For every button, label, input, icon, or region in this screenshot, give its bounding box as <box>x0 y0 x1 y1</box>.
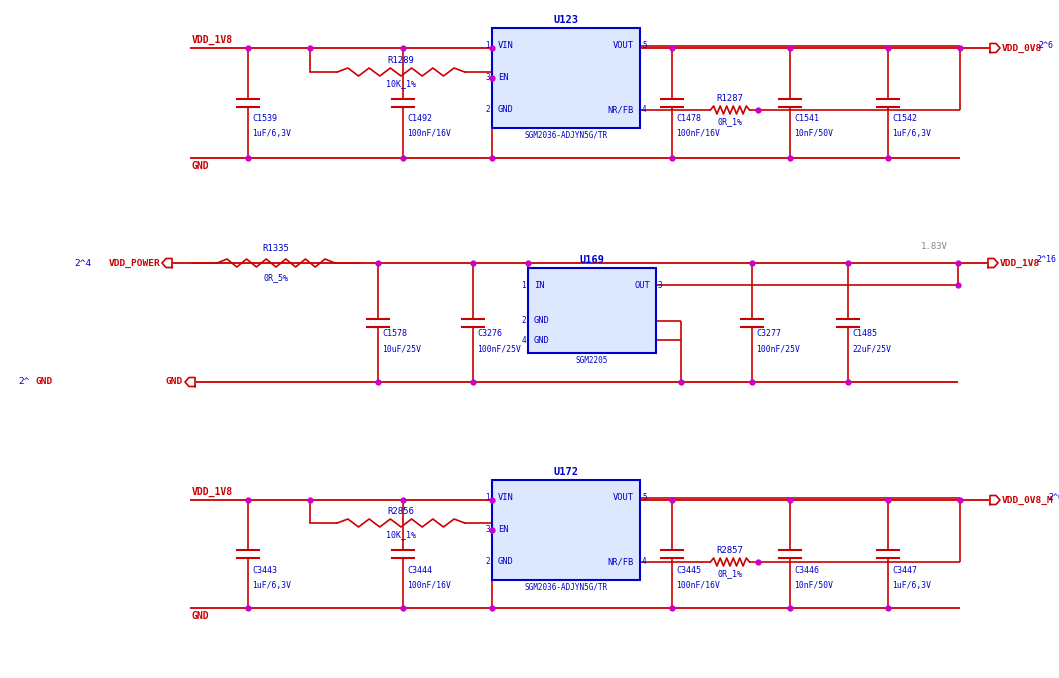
Bar <box>492 480 640 580</box>
Text: 0R_1%: 0R_1% <box>718 569 742 578</box>
Text: C1578: C1578 <box>382 329 407 338</box>
Text: GND: GND <box>534 336 550 344</box>
Text: 2: 2 <box>521 316 526 325</box>
Text: GND: GND <box>166 378 183 386</box>
Text: 0R_1%: 0R_1% <box>718 117 742 126</box>
Text: EN: EN <box>498 73 508 83</box>
Text: C1485: C1485 <box>852 329 877 338</box>
Text: C1541: C1541 <box>794 114 819 123</box>
Text: 100nF/16V: 100nF/16V <box>407 581 451 590</box>
Text: VDD_1V8: VDD_1V8 <box>1000 258 1040 268</box>
Text: C1542: C1542 <box>892 114 917 123</box>
Text: 100nF/25V: 100nF/25V <box>756 344 800 353</box>
Text: C1478: C1478 <box>676 114 701 123</box>
Text: C3445: C3445 <box>676 566 701 575</box>
Text: 3: 3 <box>658 281 663 290</box>
Text: R2856: R2856 <box>388 507 414 516</box>
Text: VOUT: VOUT <box>613 41 634 50</box>
Text: 0R_5%: 0R_5% <box>264 273 288 282</box>
Text: C3443: C3443 <box>252 566 277 575</box>
Text: SGM2036-ADJYN5G/TR: SGM2036-ADJYN5G/TR <box>524 131 608 140</box>
Text: 1.83V: 1.83V <box>921 242 948 251</box>
Text: C3447: C3447 <box>892 566 917 575</box>
Text: GND: GND <box>498 106 514 115</box>
Text: 100nF/16V: 100nF/16V <box>407 129 451 138</box>
Text: 5: 5 <box>642 41 647 50</box>
Text: GND: GND <box>498 557 514 567</box>
Text: VDD_1V8: VDD_1V8 <box>192 35 233 45</box>
Text: GND: GND <box>192 611 210 621</box>
Text: SGM2036-ADJYN5G/TR: SGM2036-ADJYN5G/TR <box>524 583 608 592</box>
Text: 10uF/25V: 10uF/25V <box>382 344 421 353</box>
Text: 1: 1 <box>485 41 490 50</box>
Text: 1uF/6,3V: 1uF/6,3V <box>252 581 291 590</box>
Text: GND: GND <box>534 316 550 325</box>
Text: 1: 1 <box>521 281 526 290</box>
Text: R1335: R1335 <box>263 244 289 253</box>
Polygon shape <box>990 496 1000 504</box>
Text: VDD_1V8: VDD_1V8 <box>192 487 233 497</box>
Text: IN: IN <box>534 281 544 290</box>
Text: 10nF/50V: 10nF/50V <box>794 581 833 590</box>
Text: C3276: C3276 <box>477 329 502 338</box>
Text: NR/FB: NR/FB <box>608 106 634 115</box>
Text: 2: 2 <box>485 106 490 115</box>
Text: 4: 4 <box>642 557 647 567</box>
Text: R1287: R1287 <box>717 94 743 103</box>
Text: U169: U169 <box>579 255 605 265</box>
Text: NR/FB: NR/FB <box>608 557 634 567</box>
Text: C3446: C3446 <box>794 566 819 575</box>
Text: 1uF/6,3V: 1uF/6,3V <box>892 129 931 138</box>
Text: EN: EN <box>498 525 508 534</box>
Text: 100nF/25V: 100nF/25V <box>477 344 521 353</box>
Text: 2^6: 2^6 <box>1039 41 1054 49</box>
Text: 1: 1 <box>485 494 490 502</box>
Text: SGM2205: SGM2205 <box>576 356 608 365</box>
Text: 2^: 2^ <box>18 378 30 386</box>
Text: U123: U123 <box>554 15 578 25</box>
Text: 100nF/16V: 100nF/16V <box>676 581 720 590</box>
Text: GND: GND <box>36 378 53 386</box>
Text: 4: 4 <box>642 106 647 115</box>
Text: U172: U172 <box>554 467 578 477</box>
Polygon shape <box>162 258 172 268</box>
Text: 2^6: 2^6 <box>1048 492 1059 502</box>
Bar <box>528 268 656 353</box>
Text: 10nF/50V: 10nF/50V <box>794 129 833 138</box>
Text: C1539: C1539 <box>252 114 277 123</box>
Text: 1uF/6,3V: 1uF/6,3V <box>252 129 291 138</box>
Text: VDD_POWER: VDD_POWER <box>108 258 160 268</box>
Text: 100nF/16V: 100nF/16V <box>676 129 720 138</box>
Text: C3277: C3277 <box>756 329 780 338</box>
Text: 10K_1%: 10K_1% <box>385 530 416 539</box>
Text: 4: 4 <box>521 336 526 344</box>
Text: 1uF/6,3V: 1uF/6,3V <box>892 581 931 590</box>
Text: R1289: R1289 <box>388 56 414 65</box>
Text: VIN: VIN <box>498 41 514 50</box>
Text: 3: 3 <box>485 525 490 534</box>
Text: VIN: VIN <box>498 494 514 502</box>
Text: 2^16: 2^16 <box>1037 256 1057 264</box>
Text: 2^4: 2^4 <box>75 258 92 268</box>
Text: VDD_0V8_M: VDD_0V8_M <box>1002 496 1054 504</box>
Polygon shape <box>988 258 998 268</box>
Bar <box>492 28 640 128</box>
Text: 5: 5 <box>642 494 647 502</box>
Text: 2: 2 <box>485 557 490 567</box>
Text: GND: GND <box>192 161 210 171</box>
Text: 3: 3 <box>485 73 490 83</box>
Polygon shape <box>185 378 195 386</box>
Text: VOUT: VOUT <box>613 494 634 502</box>
Text: OUT: OUT <box>634 281 650 290</box>
Text: 10K_1%: 10K_1% <box>385 79 416 88</box>
Text: C1492: C1492 <box>407 114 432 123</box>
Text: VDD_0V8: VDD_0V8 <box>1002 43 1042 53</box>
Text: C3444: C3444 <box>407 566 432 575</box>
Text: 22uF/25V: 22uF/25V <box>852 344 891 353</box>
Polygon shape <box>990 43 1000 52</box>
Text: R2857: R2857 <box>717 546 743 555</box>
